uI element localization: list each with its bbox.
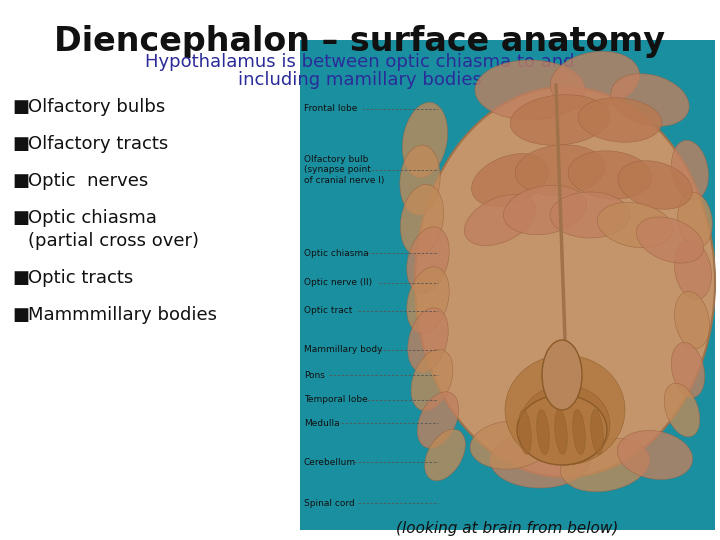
Text: Optic chiasma: Optic chiasma bbox=[304, 248, 369, 258]
Text: ■: ■ bbox=[12, 269, 29, 287]
Ellipse shape bbox=[664, 383, 700, 437]
Text: (looking at brain from below): (looking at brain from below) bbox=[396, 521, 618, 536]
Text: Mammmillary bodies: Mammmillary bodies bbox=[28, 306, 217, 324]
Ellipse shape bbox=[503, 185, 587, 235]
Ellipse shape bbox=[415, 87, 715, 477]
Bar bbox=[300, 40, 715, 530]
Ellipse shape bbox=[510, 94, 610, 145]
Text: Diencephalon – surface anatomy: Diencephalon – surface anatomy bbox=[55, 25, 665, 58]
Ellipse shape bbox=[411, 349, 453, 411]
Ellipse shape bbox=[470, 421, 550, 469]
Ellipse shape bbox=[536, 409, 549, 455]
Text: Olfactory tracts: Olfactory tracts bbox=[28, 135, 168, 153]
Ellipse shape bbox=[418, 392, 459, 448]
Text: Optic tract: Optic tract bbox=[304, 307, 352, 315]
Ellipse shape bbox=[598, 202, 672, 248]
Text: Olfactory bulb
(synapse point
of cranial nerve I): Olfactory bulb (synapse point of cranial… bbox=[304, 155, 384, 185]
Ellipse shape bbox=[675, 240, 711, 300]
Ellipse shape bbox=[671, 342, 705, 397]
Text: Optic tracts: Optic tracts bbox=[28, 269, 133, 287]
Ellipse shape bbox=[672, 140, 708, 200]
Ellipse shape bbox=[678, 192, 712, 248]
Ellipse shape bbox=[425, 429, 465, 481]
Ellipse shape bbox=[554, 409, 567, 455]
Ellipse shape bbox=[475, 60, 585, 120]
Ellipse shape bbox=[542, 340, 582, 410]
Ellipse shape bbox=[402, 103, 448, 178]
Ellipse shape bbox=[568, 151, 652, 199]
Text: ■: ■ bbox=[12, 172, 29, 190]
Text: Medulla: Medulla bbox=[304, 418, 340, 428]
Text: (partial cross over): (partial cross over) bbox=[28, 232, 199, 250]
Ellipse shape bbox=[407, 267, 449, 333]
Ellipse shape bbox=[590, 409, 603, 455]
Ellipse shape bbox=[472, 153, 549, 206]
Ellipse shape bbox=[407, 227, 449, 293]
Ellipse shape bbox=[517, 395, 607, 465]
Ellipse shape bbox=[572, 409, 585, 455]
Ellipse shape bbox=[505, 355, 625, 465]
Text: Olfactory bulbs: Olfactory bulbs bbox=[28, 98, 166, 116]
Ellipse shape bbox=[578, 98, 662, 142]
Ellipse shape bbox=[550, 51, 639, 109]
Ellipse shape bbox=[636, 217, 703, 263]
Ellipse shape bbox=[675, 291, 709, 349]
Text: including mamillary bodies: including mamillary bodies bbox=[238, 71, 482, 89]
Ellipse shape bbox=[520, 385, 610, 465]
Text: ■: ■ bbox=[12, 98, 29, 116]
Text: Temporal lobe: Temporal lobe bbox=[304, 395, 368, 404]
Text: Spinal cord: Spinal cord bbox=[304, 498, 355, 508]
Ellipse shape bbox=[400, 184, 444, 255]
Ellipse shape bbox=[611, 74, 689, 126]
Text: ■: ■ bbox=[12, 209, 29, 227]
Text: Mammillary body: Mammillary body bbox=[304, 345, 382, 354]
Ellipse shape bbox=[617, 430, 693, 480]
Ellipse shape bbox=[550, 192, 630, 238]
Ellipse shape bbox=[618, 161, 692, 210]
Text: Optic  nerves: Optic nerves bbox=[28, 172, 148, 190]
Bar bbox=[300, 40, 428, 530]
Ellipse shape bbox=[515, 145, 605, 195]
Ellipse shape bbox=[490, 432, 590, 488]
Text: Optic nerve (II): Optic nerve (II) bbox=[304, 278, 372, 287]
Text: Frontal lobe: Frontal lobe bbox=[304, 104, 357, 113]
Text: Optic chiasma: Optic chiasma bbox=[28, 209, 157, 227]
Text: Pons: Pons bbox=[304, 370, 325, 380]
Text: ■: ■ bbox=[12, 135, 29, 153]
Ellipse shape bbox=[400, 145, 440, 215]
Ellipse shape bbox=[464, 194, 536, 246]
Ellipse shape bbox=[560, 438, 649, 492]
Ellipse shape bbox=[518, 409, 531, 455]
Text: Cerebellum: Cerebellum bbox=[304, 458, 356, 467]
Text: Hypothalamus is between optic chiasma to and: Hypothalamus is between optic chiasma to… bbox=[145, 53, 575, 71]
Text: ■: ■ bbox=[12, 306, 29, 324]
Ellipse shape bbox=[408, 308, 449, 372]
